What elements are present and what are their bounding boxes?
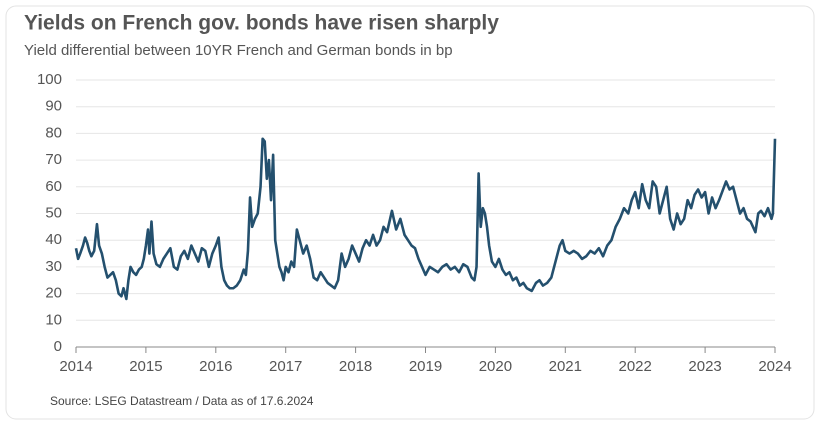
y-tick-label: 100 <box>37 71 62 88</box>
x-tick-label: 2014 <box>59 358 92 375</box>
y-tick-label: 80 <box>45 124 62 141</box>
y-tick-label: 30 <box>45 258 62 275</box>
y-tick-label: 10 <box>45 311 62 328</box>
y-tick-label: 90 <box>45 98 62 115</box>
y-tick-label: 60 <box>45 178 62 195</box>
y-tick-label: 50 <box>45 204 62 221</box>
y-tick-label: 0 <box>54 338 62 355</box>
y-tick-label: 70 <box>45 151 62 168</box>
x-tick-label: 2021 <box>549 358 582 375</box>
x-tick-label: 2017 <box>269 358 302 375</box>
line-series <box>74 137 777 301</box>
x-tick-label: 2024 <box>758 358 791 375</box>
y-tick-label: 40 <box>45 231 62 248</box>
x-tick-label: 2016 <box>199 358 232 375</box>
x-tick-label: 2022 <box>619 358 652 375</box>
chart-subtitle: Yield differential between 10YR French a… <box>24 42 453 59</box>
x-tick-label: 2015 <box>129 358 162 375</box>
y-tick-label: 20 <box>45 285 62 302</box>
x-tick-label: 2018 <box>339 358 372 375</box>
source: Source: LSEG Datastream / Data as of 17.… <box>50 394 314 408</box>
x-tick-label: 2023 <box>688 358 721 375</box>
x-tick-label: 2019 <box>409 358 442 375</box>
x-tick-label: 2020 <box>479 358 512 375</box>
chart-title: Yields on French gov. bonds have risen s… <box>24 12 499 35</box>
card <box>5 5 815 420</box>
